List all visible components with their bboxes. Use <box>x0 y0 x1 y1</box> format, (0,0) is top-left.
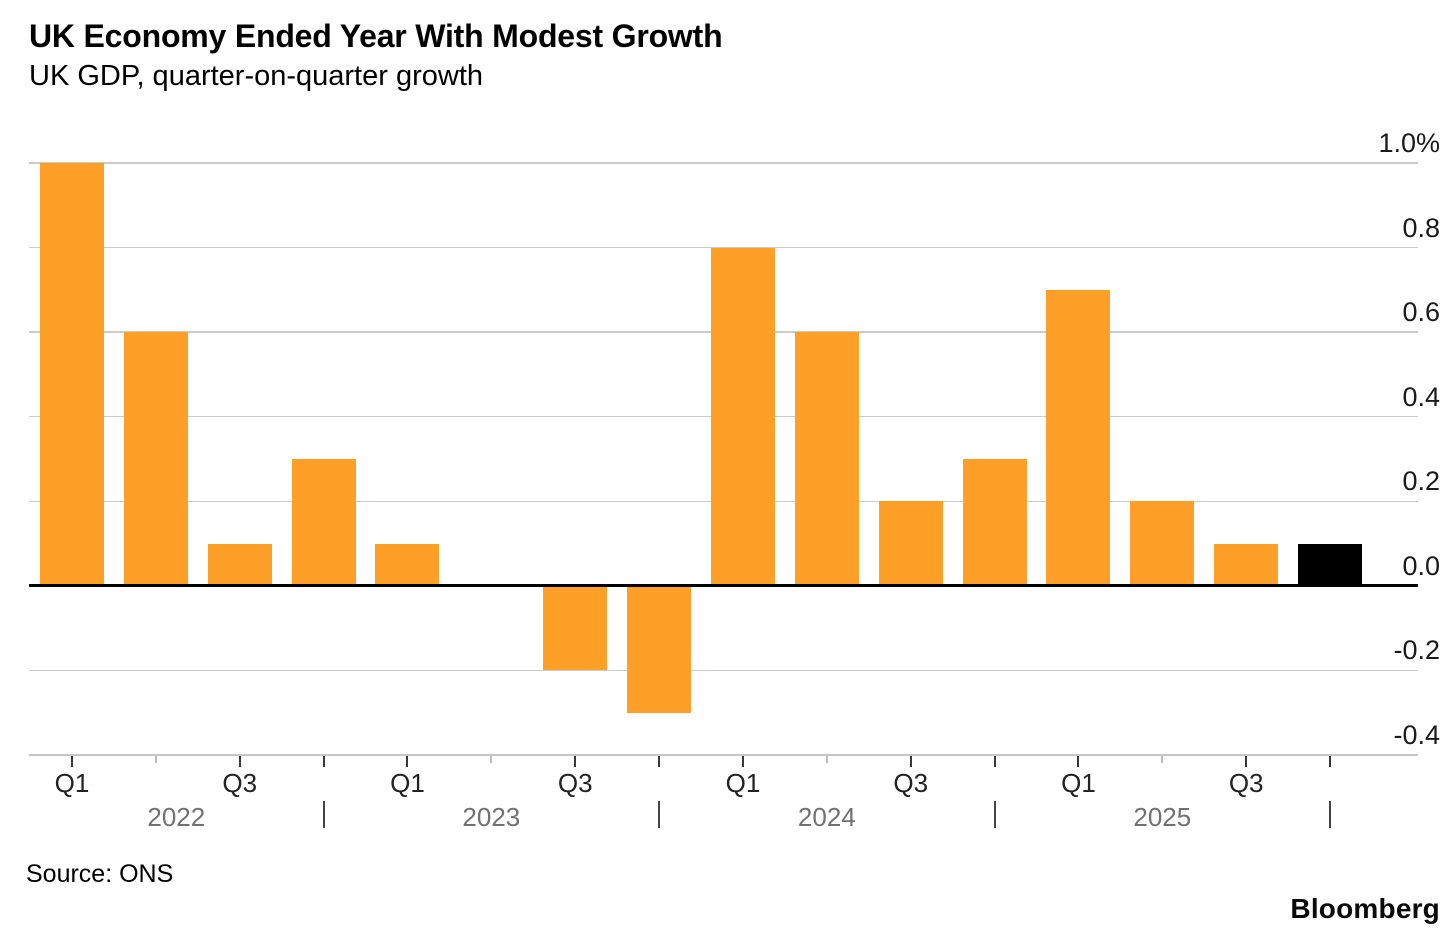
x-tick-minor <box>490 756 493 763</box>
bar-q4-2025 <box>1298 543 1363 586</box>
x-tick-major <box>574 756 577 767</box>
bar-q3-2024 <box>878 501 943 586</box>
x-axis-line <box>29 754 1418 756</box>
bar-q4-2022 <box>291 459 356 586</box>
year-separator <box>993 801 996 828</box>
x-tick-major <box>1077 756 1080 767</box>
y-axis-label: 0.8 <box>1402 212 1440 243</box>
year-label: 2023 <box>462 802 521 832</box>
x-quarter-label: Q1 <box>54 768 90 798</box>
gridline <box>29 162 1418 164</box>
year-separator <box>1329 801 1332 828</box>
chart-subtitle: UK GDP, quarter-on-quarter growth <box>29 60 484 92</box>
x-quarter-label: Q3 <box>893 768 929 798</box>
year-label: 2022 <box>147 802 206 832</box>
bar-q4-2024 <box>962 459 1027 586</box>
bar-q1-2025 <box>1046 289 1111 586</box>
bar-q1-2023 <box>375 543 440 586</box>
x-quarter-label: Q3 <box>1228 768 1264 798</box>
gridline <box>29 669 1418 672</box>
x-tick-major <box>1245 756 1248 767</box>
y-axis-label: -0.4 <box>1393 720 1440 750</box>
y-axis-label: 0.0 <box>1402 550 1440 581</box>
bar-q3-2023 <box>543 585 608 671</box>
y-axis-label: -0.2 <box>1393 635 1440 666</box>
bar-q3-2022 <box>207 543 272 586</box>
x-tick-major <box>658 756 661 767</box>
year-label: 2024 <box>797 802 856 832</box>
x-tick-minor <box>825 756 828 763</box>
bar-q2-2024 <box>794 332 859 586</box>
year-separator <box>658 801 661 828</box>
x-tick-minor <box>1161 756 1164 763</box>
x-quarter-label: Q1 <box>725 768 761 798</box>
year-separator <box>322 801 325 828</box>
x-tick-major <box>406 756 409 767</box>
chart-title: UK Economy Ended Year With Modest Growth <box>29 18 723 54</box>
x-tick-major <box>993 756 996 767</box>
x-tick-major <box>741 756 744 767</box>
bar-q4-2023 <box>627 585 692 713</box>
x-tick-major <box>238 756 241 767</box>
x-tick-minor <box>154 756 157 763</box>
x-tick-major <box>322 756 325 767</box>
bar-q2-2025 <box>1130 501 1195 586</box>
source-note: Source: ONS <box>26 860 174 888</box>
x-quarter-label: Q3 <box>557 768 593 798</box>
bloomberg-logo: Bloomberg <box>1290 893 1440 924</box>
y-axis-label: 0.6 <box>1402 297 1440 328</box>
bar-q2-2022 <box>123 332 188 586</box>
x-quarter-label: Q1 <box>390 768 425 798</box>
bar-q1-2022 <box>40 163 104 586</box>
zero-baseline <box>29 584 1418 588</box>
y-axis-label: 0.2 <box>1402 466 1440 497</box>
y-axis-label: 1.0% <box>1378 128 1440 158</box>
x-tick-major <box>909 756 912 767</box>
x-tick-major <box>1329 756 1332 767</box>
x-quarter-label: Q3 <box>222 768 258 798</box>
year-label: 2025 <box>1133 802 1192 832</box>
bar-q3-2025 <box>1214 543 1279 586</box>
y-axis-label: 0.4 <box>1402 381 1440 412</box>
bar-q1-2024 <box>710 247 775 586</box>
x-quarter-label: Q1 <box>1061 768 1096 798</box>
x-tick-major <box>71 756 73 767</box>
